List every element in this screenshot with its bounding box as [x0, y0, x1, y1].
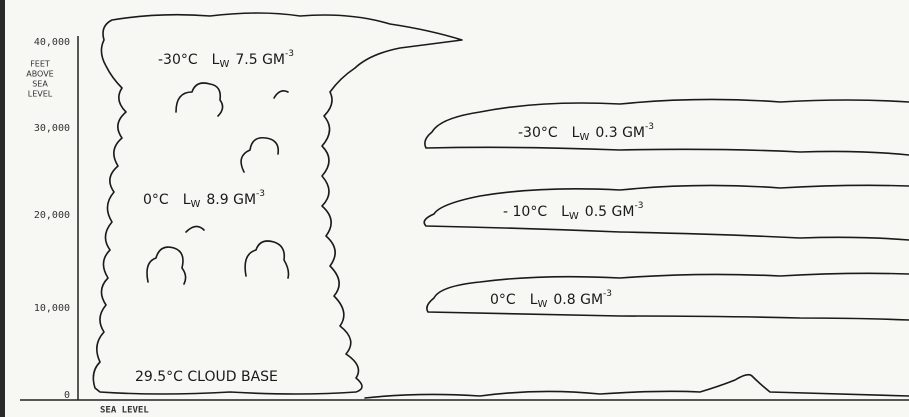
axis-title-line: LEVEL	[28, 90, 53, 99]
stratiform-label: 0°C LW 0.8 GM-3	[490, 289, 612, 311]
cloud-turret	[241, 138, 278, 172]
cumulonimbus-label: 0°C LW 8.9 GM-3	[143, 189, 265, 211]
lwc-subscript: W	[569, 211, 579, 222]
lwc-exponent: -3	[634, 201, 643, 211]
altitude-tick-label: 40,000	[34, 37, 70, 48]
temperature: -30°C	[518, 125, 558, 141]
lwc-symbol: L	[530, 292, 538, 308]
lwc-exponent: -3	[256, 189, 265, 199]
altitude-tick-label: 20,000	[34, 210, 70, 221]
sea-level-label: SEA LEVEL	[100, 406, 149, 416]
lwc-subscript: W	[219, 59, 229, 70]
cloud-turret	[147, 247, 186, 284]
temperature: -30°C	[158, 52, 198, 68]
temperature: 0°C	[143, 192, 169, 208]
axis-title-line: ABOVE	[26, 70, 54, 79]
lwc-value: 0.8 GM	[553, 292, 603, 308]
lwc-value: 8.9 GM	[206, 192, 256, 208]
lwc-value: 0.5 GM	[585, 204, 635, 220]
page: {"axis": {"label_lines": ["FEET", "ABOVE…	[0, 0, 909, 417]
stratiform-cloud	[424, 185, 909, 240]
cloud-turret	[245, 241, 288, 278]
lwc-subscript: W	[191, 199, 201, 210]
lwc-exponent: -3	[645, 122, 654, 132]
cumulonimbus-label: -30°C LW 7.5 GM-3	[158, 49, 294, 71]
scan-edge	[0, 0, 5, 417]
cloud-turret	[274, 91, 288, 98]
cloud-turret	[186, 226, 204, 232]
cloud-turret	[176, 83, 223, 116]
altitude-tick-label: 0	[64, 390, 70, 401]
temperature: 0°C	[490, 292, 516, 308]
altitude-tick-label: 30,000	[34, 123, 70, 134]
stratiform-cloud	[425, 99, 909, 155]
lwc-value: 0.3 GM	[595, 125, 645, 141]
terrain	[365, 375, 909, 398]
lwc-exponent: -3	[603, 289, 612, 299]
temperature: - 10°C	[503, 204, 547, 220]
lwc-symbol: L	[572, 125, 580, 141]
stratiform-label: -30°C LW 0.3 GM-3	[518, 122, 654, 144]
lwc-value: 7.5 GM	[235, 52, 285, 68]
lwc-symbol: L	[561, 204, 569, 220]
lwc-exponent: -3	[285, 49, 294, 59]
axis-title-line: FEET	[30, 60, 50, 69]
altitude-tick-label: 10,000	[34, 303, 70, 314]
diagram: SEA LEVEL 40,000 30,000 20,000 10,000 0 FEETA…	[0, 0, 909, 417]
stratiform-label: - 10°C LW 0.5 GM-3	[503, 201, 643, 223]
lwc-subscript: W	[538, 299, 548, 310]
axis-title-line: SEA	[32, 80, 48, 89]
lwc-symbol: L	[212, 52, 220, 68]
lwc-symbol: L	[183, 192, 191, 208]
lwc-subscript: W	[579, 132, 589, 143]
cloud-base-label: 29.5°C CLOUD BASE	[135, 369, 278, 385]
